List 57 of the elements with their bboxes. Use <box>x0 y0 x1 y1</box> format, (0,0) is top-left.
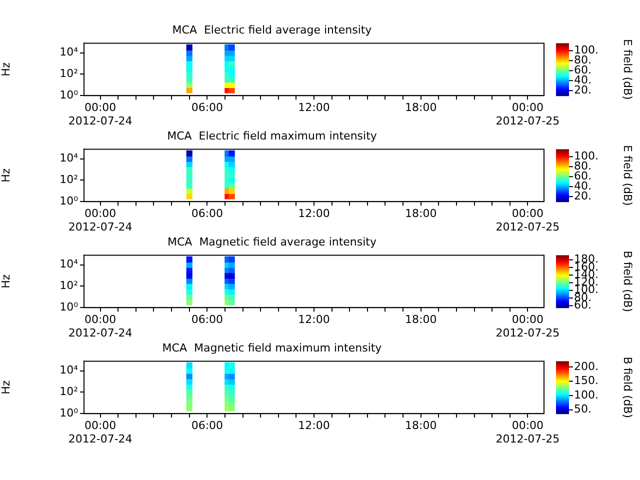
y-axis-title: Hz <box>0 380 12 394</box>
x-tick-label: 06:00 <box>191 207 224 220</box>
chart-title: MCA Magnetic field average intensity <box>167 235 377 248</box>
color-bar-label: 60. <box>574 298 592 312</box>
point <box>186 256 192 262</box>
x-tick-label: 18:00 <box>404 101 437 114</box>
y-tick-label: 10⁰ <box>60 194 79 208</box>
x-tick-label: 00:00 2012-07-24 <box>68 101 132 128</box>
x-tick-label: 00:00 2012-07-25 <box>496 419 560 446</box>
y-tick-label: 10² <box>60 67 78 80</box>
point <box>228 256 235 262</box>
x-tick-label: 06:00 <box>191 313 224 326</box>
x-tick-label: 18:00 <box>404 419 437 432</box>
y-tick-label: 10² <box>60 385 78 398</box>
y-tick-label: 10² <box>60 279 78 292</box>
x-tick-label: 00:00 2012-07-25 <box>496 313 560 340</box>
x-tick-label: 12:00 <box>298 313 330 326</box>
color-bar-title: B field (dB) <box>621 356 634 418</box>
y-axis-title: Hz <box>0 274 12 288</box>
point <box>228 362 235 368</box>
color-bar-label: 200. <box>574 360 598 373</box>
x-tick-label: 18:00 <box>404 207 437 220</box>
color-bar-title: E field (dB) <box>621 145 634 206</box>
x-tick-label: 06:00 <box>191 101 224 114</box>
x-tick-label: 00:00 2012-07-25 <box>496 101 560 128</box>
chart-title: MCA Magnetic field maximum intensity <box>162 341 382 354</box>
color-bar-label: 100. <box>574 388 598 402</box>
x-tick-label: 12:00 <box>298 419 330 432</box>
y-tick-label: 10⁴ <box>60 152 79 165</box>
y-axis-title: Hz <box>0 62 12 76</box>
point <box>228 150 235 156</box>
y-tick-label: 10⁰ <box>60 406 79 420</box>
point <box>186 362 192 368</box>
x-tick-label: 06:00 <box>191 419 224 432</box>
y-tick-label: 10⁴ <box>60 364 79 377</box>
color-bar-title: E field (dB) <box>621 39 634 100</box>
x-tick-label: 00:00 2012-07-24 <box>68 313 132 340</box>
x-tick-label: 18:00 <box>404 313 437 326</box>
chart-title: MCA Electric field maximum intensity <box>167 129 378 142</box>
x-tick-label: 00:00 2012-07-24 <box>68 207 132 234</box>
y-tick-label: 10⁴ <box>60 46 79 59</box>
x-tick-label: 00:00 2012-07-25 <box>496 207 560 234</box>
y-tick-label: 10⁰ <box>60 300 79 314</box>
y-tick-label: 10² <box>60 173 78 186</box>
color-bar-title: B field (dB) <box>621 250 634 312</box>
point <box>186 150 192 156</box>
color-bar-label: 50. <box>574 402 592 416</box>
y-axis-title: Hz <box>0 168 12 182</box>
point <box>186 44 192 50</box>
point <box>228 44 235 50</box>
x-tick-label: 12:00 <box>298 101 330 114</box>
x-tick-label: 00:00 2012-07-24 <box>68 419 132 446</box>
y-tick-label: 10⁴ <box>60 258 79 271</box>
chart-title: MCA Electric field average intensity <box>172 23 372 36</box>
y-tick-label: 10⁰ <box>60 88 79 102</box>
x-tick-label: 12:00 <box>298 207 330 220</box>
color-bar-label: 150. <box>574 374 598 388</box>
